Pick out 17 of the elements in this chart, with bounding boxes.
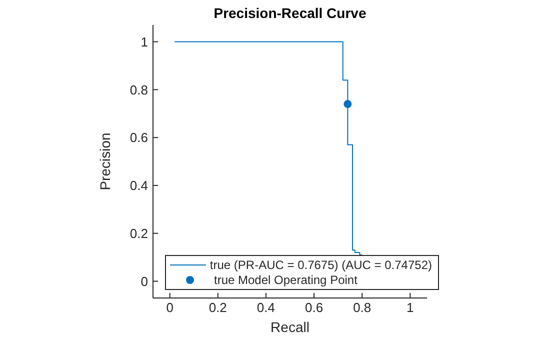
x-tick-label: 0.4 [256, 300, 276, 316]
y-tick-label: 0.8 [130, 82, 148, 98]
legend-label: true (PR-AUC = 0.7675) (AUC = 0.74752) [210, 258, 432, 272]
chart-title: Precision-Recall Curve [212, 5, 368, 21]
x-tick-label: 0.6 [304, 300, 324, 316]
x-tick-label: 0.8 [353, 300, 372, 316]
x-tick-label: 0 [166, 300, 174, 316]
y-tick-label: 0.2 [130, 226, 148, 241]
legend-label: true Model Operating Point [214, 272, 358, 286]
x-axis-title: Recall [270, 319, 310, 335]
x-tick-label: 0.2 [208, 300, 227, 316]
x-tick-label: 1 [406, 300, 414, 316]
y-axis-title: Precision [96, 132, 113, 190]
y-tick-label: 1 [140, 34, 148, 50]
y-tick-label: 0.4 [130, 178, 148, 194]
y-tick-label: 0.6 [130, 130, 148, 146]
y-tick-label: 0 [140, 274, 148, 289]
